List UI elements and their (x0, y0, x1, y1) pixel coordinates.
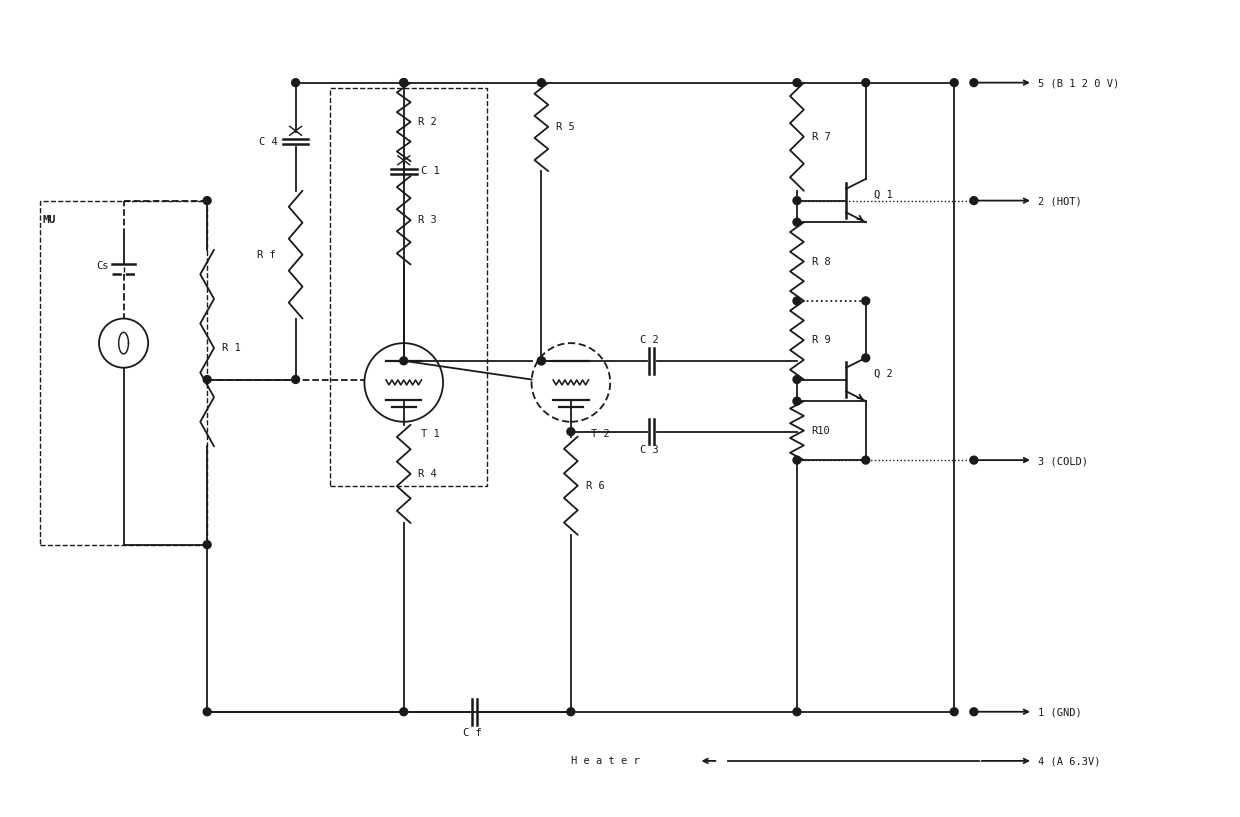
Text: C 4: C 4 (259, 136, 278, 146)
Circle shape (970, 197, 978, 204)
Circle shape (537, 357, 546, 364)
Text: R 3: R 3 (418, 215, 438, 225)
Text: R 7: R 7 (812, 132, 831, 141)
Text: 1 (GND): 1 (GND) (1038, 708, 1081, 717)
Text: R 1: R 1 (222, 343, 241, 353)
Circle shape (537, 78, 546, 87)
Circle shape (794, 197, 801, 204)
Circle shape (862, 78, 869, 87)
Circle shape (537, 357, 546, 364)
Text: C 3: C 3 (640, 445, 658, 455)
Text: R f: R f (257, 250, 277, 260)
Text: 4 (A 6.3V): 4 (A 6.3V) (1038, 757, 1100, 767)
Text: C 1: C 1 (422, 166, 440, 176)
Circle shape (794, 456, 801, 464)
Circle shape (567, 708, 575, 716)
Circle shape (794, 397, 801, 405)
Text: Cs: Cs (95, 261, 109, 271)
Text: MU: MU (43, 216, 57, 225)
Circle shape (399, 708, 408, 716)
Text: T 2: T 2 (590, 428, 609, 439)
Text: R 5: R 5 (556, 122, 575, 132)
Circle shape (399, 357, 408, 364)
Text: H e a t e r: H e a t e r (570, 756, 640, 766)
Text: R 9: R 9 (812, 335, 831, 345)
Circle shape (203, 376, 211, 383)
Text: R10: R10 (812, 426, 831, 435)
Circle shape (203, 541, 211, 548)
Circle shape (862, 354, 869, 362)
Bar (330, 87, 487, 485)
Circle shape (862, 456, 869, 464)
Text: R 8: R 8 (812, 257, 831, 266)
Circle shape (862, 297, 869, 305)
Text: R 2: R 2 (418, 117, 438, 127)
Text: 3 (COLD): 3 (COLD) (1038, 456, 1087, 466)
Bar (40, 201, 207, 545)
Circle shape (970, 78, 978, 87)
Text: C f: C f (464, 728, 482, 739)
Text: R 4: R 4 (418, 469, 438, 479)
Text: Q 2: Q 2 (874, 368, 893, 378)
Circle shape (399, 78, 408, 87)
Circle shape (950, 78, 959, 87)
Circle shape (203, 197, 211, 204)
Circle shape (794, 297, 801, 305)
Text: T 1: T 1 (422, 428, 440, 439)
Text: 2 (HOT): 2 (HOT) (1038, 197, 1081, 207)
Circle shape (399, 78, 408, 87)
Circle shape (794, 376, 801, 383)
Circle shape (794, 708, 801, 716)
Circle shape (203, 708, 211, 716)
Circle shape (794, 78, 801, 87)
Circle shape (291, 78, 300, 87)
Circle shape (950, 708, 959, 716)
Circle shape (794, 218, 801, 226)
Text: C 2: C 2 (640, 335, 658, 345)
Circle shape (970, 456, 978, 464)
Text: Q 1: Q 1 (874, 190, 893, 199)
Circle shape (291, 376, 300, 383)
Circle shape (970, 708, 978, 716)
Text: 5 (B 1 2 0 V): 5 (B 1 2 0 V) (1038, 78, 1118, 88)
Text: R 6: R 6 (585, 480, 604, 491)
Circle shape (567, 427, 575, 435)
